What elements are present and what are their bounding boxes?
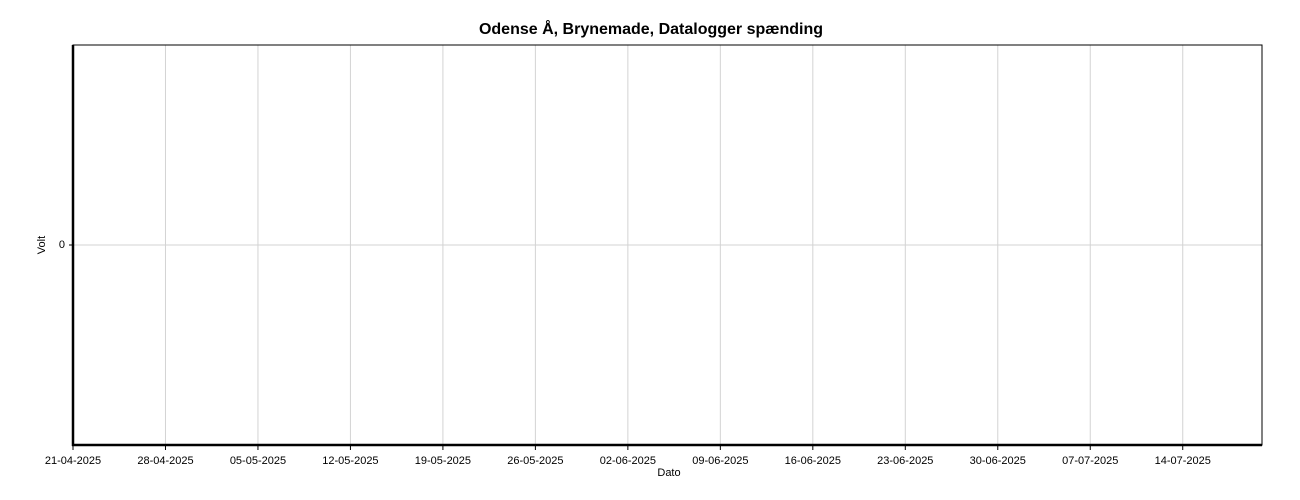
x-tick-label: 12-05-2025 [322,455,378,467]
x-tick-label: 19-05-2025 [415,455,471,467]
x-tick-label: 23-06-2025 [877,455,933,467]
x-tick-label: 21-04-2025 [45,455,101,467]
x-tick-label: 26-05-2025 [507,455,563,467]
chart-title: Odense Å, Brynemade, Datalogger spænding [479,19,823,38]
x-tick-label: 30-06-2025 [970,455,1026,467]
y-tick-label: 0 [59,239,65,251]
x-axis-label: Dato [657,467,680,479]
x-tick-label: 14-07-2025 [1155,455,1211,467]
y-axis-label: Volt [36,236,48,254]
grid [72,45,1262,445]
x-tick-label: 07-07-2025 [1062,455,1118,467]
x-tick-label: 09-06-2025 [692,455,748,467]
x-tick-label: 02-06-2025 [600,455,656,467]
x-tick-label: 05-05-2025 [230,455,286,467]
x-tick-label: 16-06-2025 [785,455,841,467]
x-tick-label: 28-04-2025 [137,455,193,467]
